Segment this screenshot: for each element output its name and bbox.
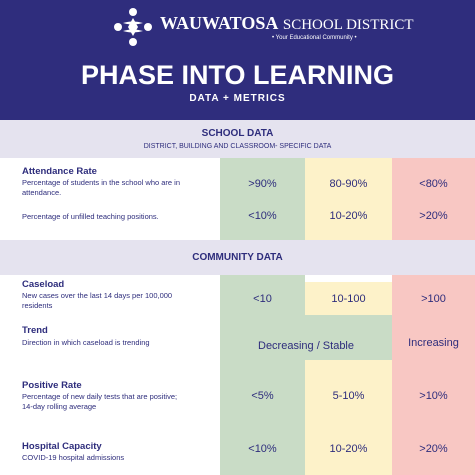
header bbox=[0, 0, 475, 120]
green-cell bbox=[220, 275, 305, 475]
section-bar bbox=[0, 120, 475, 158]
level: <10% bbox=[248, 443, 277, 455]
level: >20% bbox=[419, 210, 448, 222]
logo-suffix: SCHOOL DISTRICT bbox=[282, 17, 414, 33]
level: >100 bbox=[421, 293, 446, 305]
row-description: Percentage of unfilled teaching position… bbox=[22, 212, 159, 221]
level: 10-100 bbox=[331, 293, 366, 305]
yellow-cell bbox=[305, 360, 392, 475]
row-description: Percentage of new daily tests that are p… bbox=[22, 392, 178, 411]
level: <5% bbox=[251, 390, 274, 402]
level: <10 bbox=[253, 293, 272, 305]
section-bar bbox=[0, 240, 475, 275]
subtitle: DATA + METRICS bbox=[189, 93, 286, 104]
section-title: SCHOOL DATA bbox=[201, 128, 274, 139]
green-cell bbox=[305, 315, 392, 360]
logo-icon bbox=[114, 8, 152, 46]
row-description: New cases over the last 14 days per 100,… bbox=[22, 291, 173, 310]
section-title: COMMUNITY DATA bbox=[192, 252, 283, 263]
row-label: Caseload bbox=[22, 279, 65, 290]
green-cell bbox=[220, 158, 305, 240]
level: 10-20% bbox=[329, 443, 368, 455]
row-description: Direction in which caseload is trending bbox=[22, 338, 150, 347]
level: >90% bbox=[248, 178, 277, 190]
row-label: Trend bbox=[22, 325, 48, 336]
row-description: COVID-19 hospital admissions bbox=[22, 453, 125, 462]
row-label: Hospital Capacity bbox=[22, 441, 102, 452]
level: <80% bbox=[419, 178, 448, 190]
level: >20% bbox=[419, 443, 448, 455]
section-subtitle: DISTRICT, BUILDING AND CLASSROOM- SPECIF… bbox=[143, 143, 332, 150]
level: >10% bbox=[419, 390, 448, 402]
level: 80-90% bbox=[329, 178, 368, 190]
yellow-cell bbox=[305, 158, 392, 240]
level: Decreasing / Stable bbox=[258, 340, 354, 352]
red-cell bbox=[392, 158, 475, 240]
logo-name: WAUWATOSA bbox=[160, 13, 279, 33]
level: 5-10% bbox=[332, 390, 365, 402]
yellow-cell bbox=[305, 282, 392, 315]
row-label: Positive Rate bbox=[22, 380, 82, 391]
title: PHASE INTO LEARNING bbox=[80, 60, 395, 90]
row-label: Attendance Rate bbox=[22, 166, 97, 177]
tagline: • Your Educational Community • bbox=[272, 35, 357, 41]
red-cell bbox=[392, 275, 475, 475]
row-description: Percentage of students in the school who… bbox=[22, 178, 181, 197]
level: <10% bbox=[248, 210, 277, 222]
level: Increasing bbox=[408, 337, 459, 349]
level: 10-20% bbox=[329, 210, 368, 222]
